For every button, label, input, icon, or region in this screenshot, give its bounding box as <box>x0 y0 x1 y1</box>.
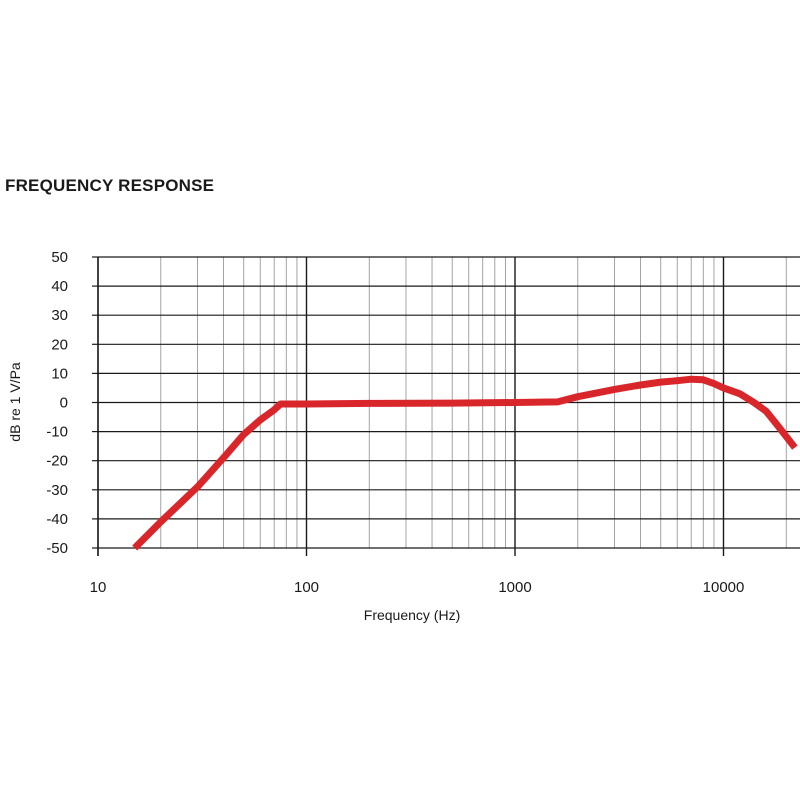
y-tick-label: 10 <box>51 365 68 382</box>
y-tick-label: 50 <box>51 249 68 266</box>
y-tick-label: -10 <box>46 424 68 441</box>
y-tick-label: -30 <box>46 482 68 499</box>
y-tick-label: 30 <box>51 307 68 324</box>
chart-title: FREQUENCY RESPONSE <box>5 176 215 195</box>
x-tick-label: 100 <box>294 579 319 596</box>
y-tick-label: -50 <box>46 540 68 557</box>
y-tick-labels: 50 40 30 20 10 0 -10 -20 -30 -40 -50 <box>46 249 68 557</box>
y-tick-label: -20 <box>46 453 68 470</box>
y-axis-label: dB re 1 V/Pa <box>7 362 23 442</box>
y-tick-label: -40 <box>46 511 68 528</box>
y-tick-label: 0 <box>60 395 68 412</box>
axis-ticks <box>92 256 98 549</box>
y-tick-label: 40 <box>51 278 68 295</box>
x-tick-label: 1000 <box>498 579 531 596</box>
x-tick-label: 10000 <box>703 579 745 596</box>
major-gridlines <box>97 256 800 556</box>
y-tick-label: 20 <box>51 336 68 353</box>
x-tick-label: 10 <box>90 579 107 596</box>
series-line <box>132 375 798 551</box>
x-tick-labels: 10 100 1000 10000 <box>90 579 745 596</box>
x-axis-label: Frequency (Hz) <box>364 607 460 623</box>
